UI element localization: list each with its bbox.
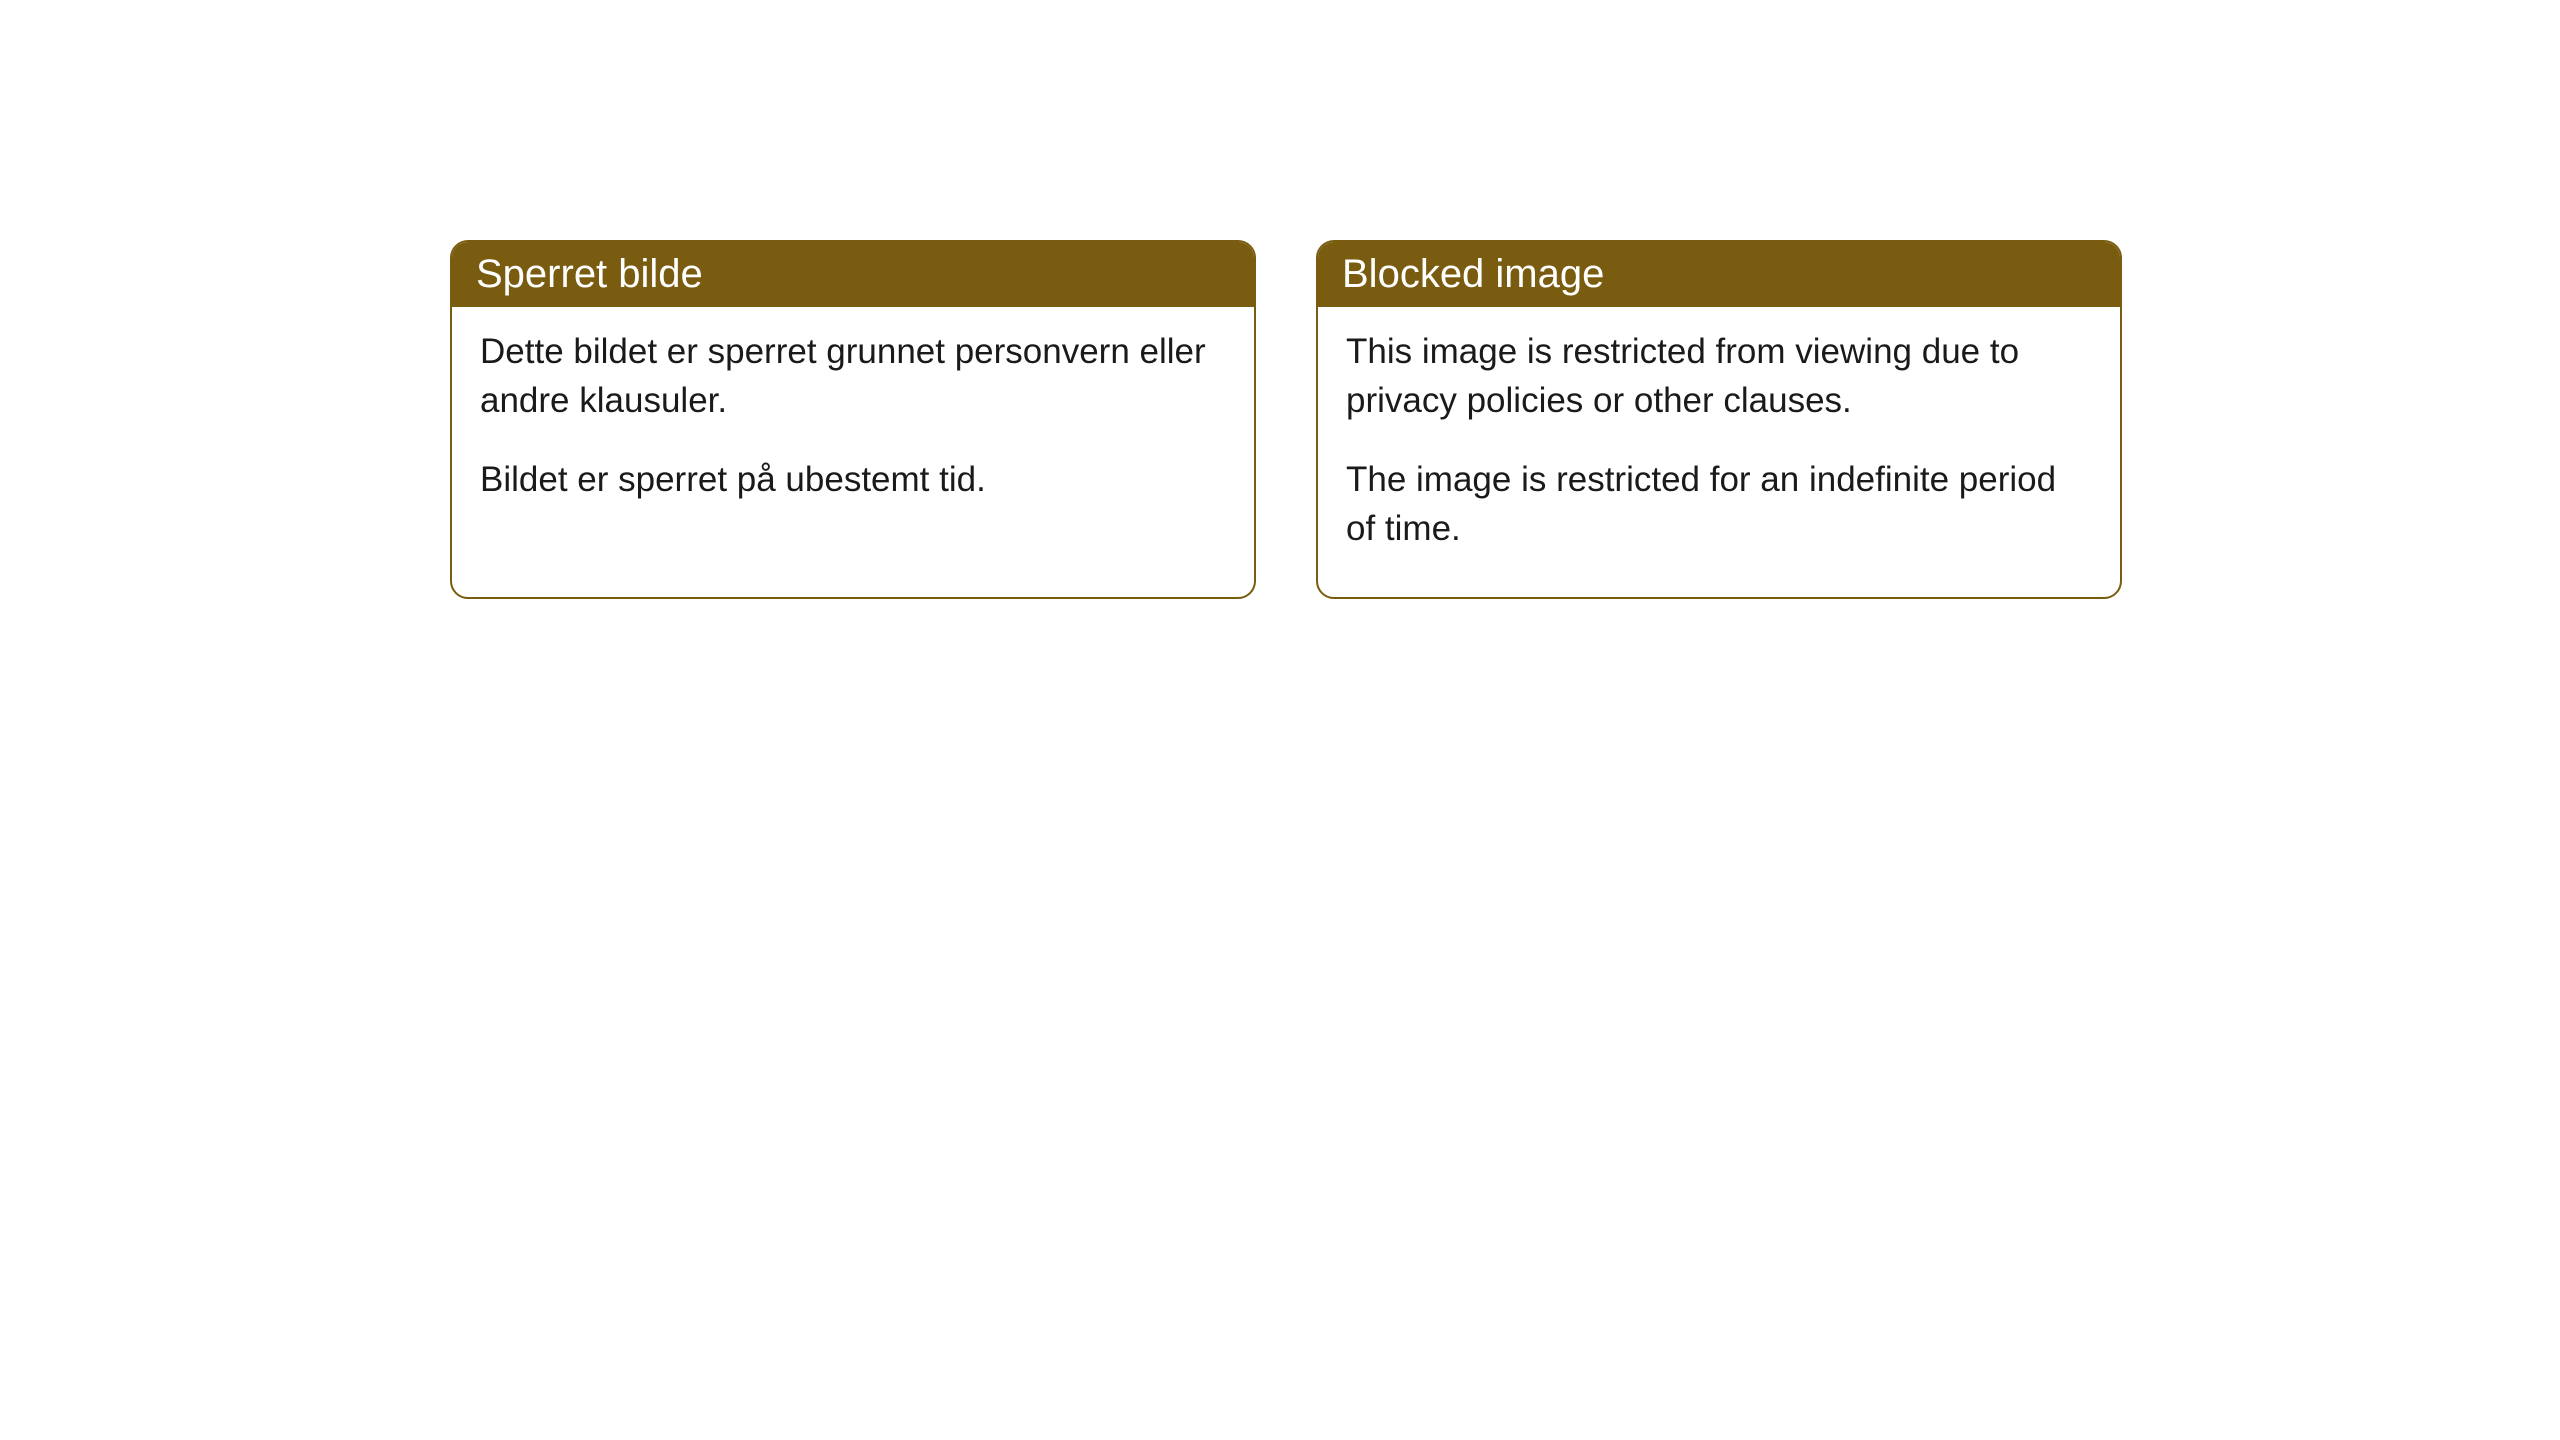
card-title: Blocked image	[1342, 252, 1604, 296]
card-body-norwegian: Dette bildet er sperret grunnet personve…	[452, 307, 1254, 548]
notice-card-english: Blocked image This image is restricted f…	[1316, 240, 2122, 599]
card-paragraph: The image is restricted for an indefinit…	[1346, 455, 2092, 553]
card-paragraph: This image is restricted from viewing du…	[1346, 327, 2092, 425]
card-title: Sperret bilde	[476, 252, 703, 296]
card-body-english: This image is restricted from viewing du…	[1318, 307, 2120, 597]
card-paragraph: Dette bildet er sperret grunnet personve…	[480, 327, 1226, 425]
card-paragraph: Bildet er sperret på ubestemt tid.	[480, 455, 1226, 504]
notice-container: Sperret bilde Dette bildet er sperret gr…	[0, 0, 2560, 599]
card-header-english: Blocked image	[1318, 242, 2120, 307]
card-header-norwegian: Sperret bilde	[452, 242, 1254, 307]
notice-card-norwegian: Sperret bilde Dette bildet er sperret gr…	[450, 240, 1256, 599]
